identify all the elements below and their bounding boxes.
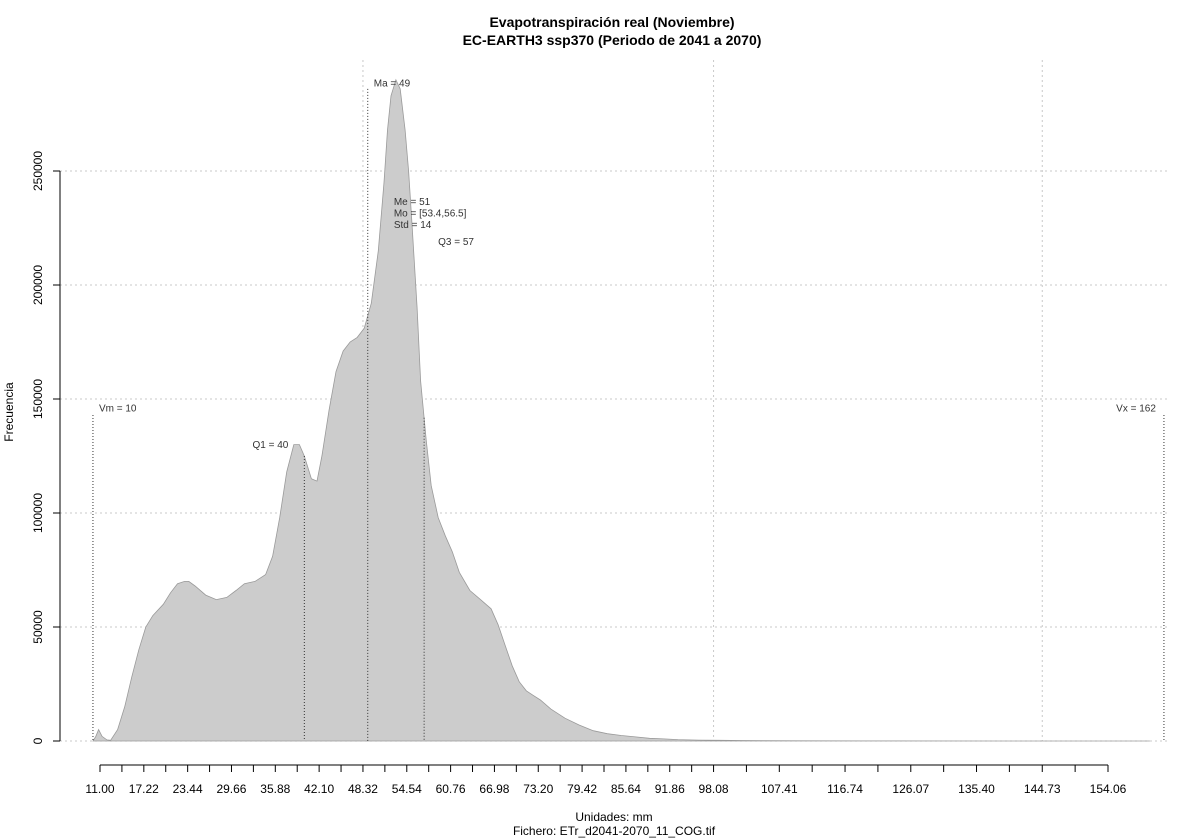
x-tick-label: 48.32 <box>348 782 378 796</box>
footer-filename: Fichero: ETr_d2041-2070_11_COG.tif <box>513 824 716 838</box>
y-axis-label: Frecuencia <box>2 382 16 442</box>
density-area <box>92 78 1150 742</box>
x-tick-label: 23.44 <box>173 782 203 796</box>
x-axis: 11.00 17.22 23.44 29.66 35.88 42.10 48.32 54.54… <box>85 764 1127 796</box>
x-tick-label: 35.88 <box>260 782 290 796</box>
stat-annotation: Vx = 162 <box>1116 404 1156 415</box>
chart-subtitle: EC-EARTH3 ssp370 (Periodo de 2041 a 2070… <box>463 32 762 48</box>
stat-annotation: Std = 14 <box>394 220 432 231</box>
chart-title: Evapotranspiración real (Noviembre) <box>489 14 734 30</box>
y-tick-label: 250000 <box>31 151 45 191</box>
x-tick-label: 135.40 <box>958 782 995 796</box>
y-tick-label: 50000 <box>31 610 45 644</box>
x-tick-label: 66.98 <box>479 782 509 796</box>
stat-annotation: Vm = 10 <box>99 404 137 415</box>
x-tick-label: 116.74 <box>827 782 863 796</box>
x-tick-label: 17.22 <box>129 782 159 796</box>
x-tick-label: 154.06 <box>1090 782 1127 796</box>
stat-annotation: Mo = [53.4,56.5] <box>394 209 467 220</box>
y-tick-label: 200000 <box>31 265 45 305</box>
x-tick-label: 126.07 <box>892 782 929 796</box>
density-area-path <box>92 78 1150 742</box>
x-tick-label: 54.54 <box>392 782 422 796</box>
stat-annotation: Q1 = 40 <box>252 440 288 451</box>
stat-annotation: Me = 51 <box>394 197 431 208</box>
y-tick-label: 100000 <box>31 493 45 533</box>
x-tick-label: 73.20 <box>523 782 553 796</box>
y-tick-label: 150000 <box>31 379 45 419</box>
x-tick-label: 91.86 <box>655 782 685 796</box>
x-tick-label: 42.10 <box>304 782 334 796</box>
y-tick-label: 0 <box>31 737 45 744</box>
stat-annotation: Q3 = 57 <box>438 237 474 248</box>
x-tick-label: 85.64 <box>611 782 641 796</box>
x-tick-label: 29.66 <box>216 782 246 796</box>
x-tick-label: 98.08 <box>699 782 729 796</box>
x-tick-label: 11.00 <box>85 782 114 796</box>
x-tick-label: 107.41 <box>761 782 798 796</box>
statistic-lines <box>92 88 1165 741</box>
stat-annotation: Ma = 49 <box>374 79 411 90</box>
x-tick-label: 144.73 <box>1024 782 1061 796</box>
y-axis: 0 50000 100000 150000 200000 250000 <box>31 151 61 744</box>
x-axis-label: Unidades: mm <box>575 810 652 824</box>
x-tick-label: 79.42 <box>567 782 597 796</box>
x-tick-label: 60.76 <box>436 782 466 796</box>
